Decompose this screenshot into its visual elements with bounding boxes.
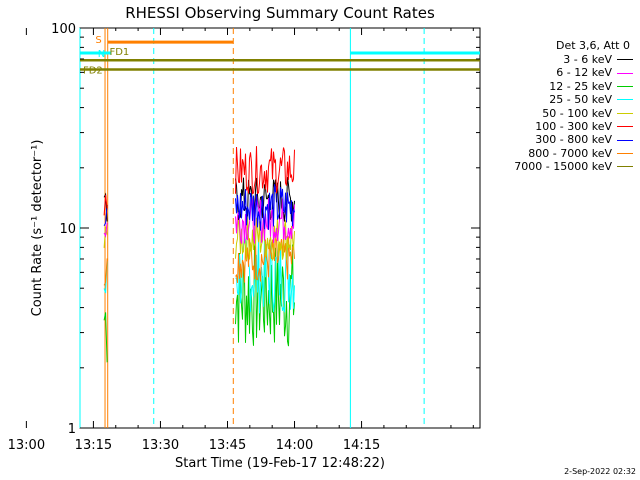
time-markers xyxy=(79,28,425,428)
flag-label-fd1: FD1 xyxy=(109,47,129,58)
series-2-burst2 xyxy=(235,241,295,347)
series-6-burst1 xyxy=(103,204,108,226)
flag-label-fd2: FD2 xyxy=(83,66,103,77)
legend: Det 3,6, Att 0 3 - 6 keV 6 - 12 keV 12 - 2… xyxy=(478,38,633,174)
legend-swatch xyxy=(617,112,633,114)
y-tick-label-1: 10 xyxy=(59,222,76,237)
y-tick-label-0: 1 xyxy=(68,422,76,437)
legend-swatch xyxy=(617,85,633,87)
x-tick-label-2: 13:30 xyxy=(142,438,179,453)
series-6-burst2 xyxy=(235,184,295,231)
series-5-burst1 xyxy=(103,194,108,216)
legend-label: 12 - 25 keV xyxy=(549,79,612,93)
legend-swatch xyxy=(617,152,633,154)
legend-label: 7000 - 15000 keV xyxy=(514,160,612,174)
x-axis-label: Start Time (19-Feb-17 12:48:22) xyxy=(175,456,385,471)
legend-swatch xyxy=(617,99,633,101)
flag-bars: NS FD1 FD2 xyxy=(80,35,480,77)
legend-item: 25 - 50 keV xyxy=(478,93,633,106)
plot-frame xyxy=(79,27,481,429)
series-7-burst1 xyxy=(103,258,108,286)
legend-swatch xyxy=(617,139,633,141)
series-5-burst2 xyxy=(235,146,295,195)
legend-label: 3 - 6 keV xyxy=(563,53,612,66)
legend-label: 25 - 50 keV xyxy=(549,93,612,107)
legend-swatch xyxy=(617,72,633,74)
series-1-burst1 xyxy=(103,222,108,238)
y-axis-label: Count Rate (s⁻¹ detector⁻¹) xyxy=(30,140,45,317)
x-tick-label-3: 13:45 xyxy=(209,438,246,453)
x-tick-label-0: 13:00 xyxy=(8,438,45,453)
legend-item: 300 - 800 keV xyxy=(478,133,633,146)
legend-label: 100 - 300 keV xyxy=(535,119,612,133)
series-4-burst2 xyxy=(235,213,295,262)
legend-swatch xyxy=(617,59,633,61)
timestamp: 2-Sep-2022 02:32 xyxy=(564,467,636,476)
legend-label: 300 - 800 keV xyxy=(535,133,612,147)
count-rate-series xyxy=(103,146,295,363)
series-2-burst1 xyxy=(103,312,108,363)
x-tick-label-4: 14:00 xyxy=(276,438,313,453)
x-tick-label-5: 14:15 xyxy=(343,438,380,453)
legend-swatch xyxy=(617,126,633,128)
legend-item: 3 - 6 keV xyxy=(478,53,633,66)
legend-item: 7000 - 15000 keV xyxy=(478,160,633,173)
flag-label-s: S xyxy=(95,35,101,46)
series-4-burst1 xyxy=(103,226,108,248)
x-axis-ticks: 13:00 13:15 13:30 13:45 14:00 14:15 xyxy=(8,28,474,453)
y-tick-label-2: 100 xyxy=(51,22,76,37)
legend-swatch xyxy=(617,166,633,168)
legend-item: 100 - 300 keV xyxy=(478,120,633,133)
chart-title: RHESSI Observing Summary Count Rates xyxy=(125,4,435,22)
flag-label-n: N xyxy=(98,49,105,60)
x-tick-label-1: 13:15 xyxy=(75,438,112,453)
legend-label: 50 - 100 keV xyxy=(542,106,612,120)
legend-label: 6 - 12 keV xyxy=(556,66,612,80)
legend-item: 12 - 25 keV xyxy=(478,80,633,93)
y-axis-ticks: 1 10 100 xyxy=(51,22,480,437)
legend-label: 800 - 7000 keV xyxy=(528,146,612,160)
legend-title: Det 3,6, Att 0 xyxy=(556,39,630,52)
legend-item: 6 - 12 keV xyxy=(478,66,633,79)
legend-item: 50 - 100 keV xyxy=(478,107,633,120)
legend-item: 800 - 7000 keV xyxy=(478,147,633,160)
